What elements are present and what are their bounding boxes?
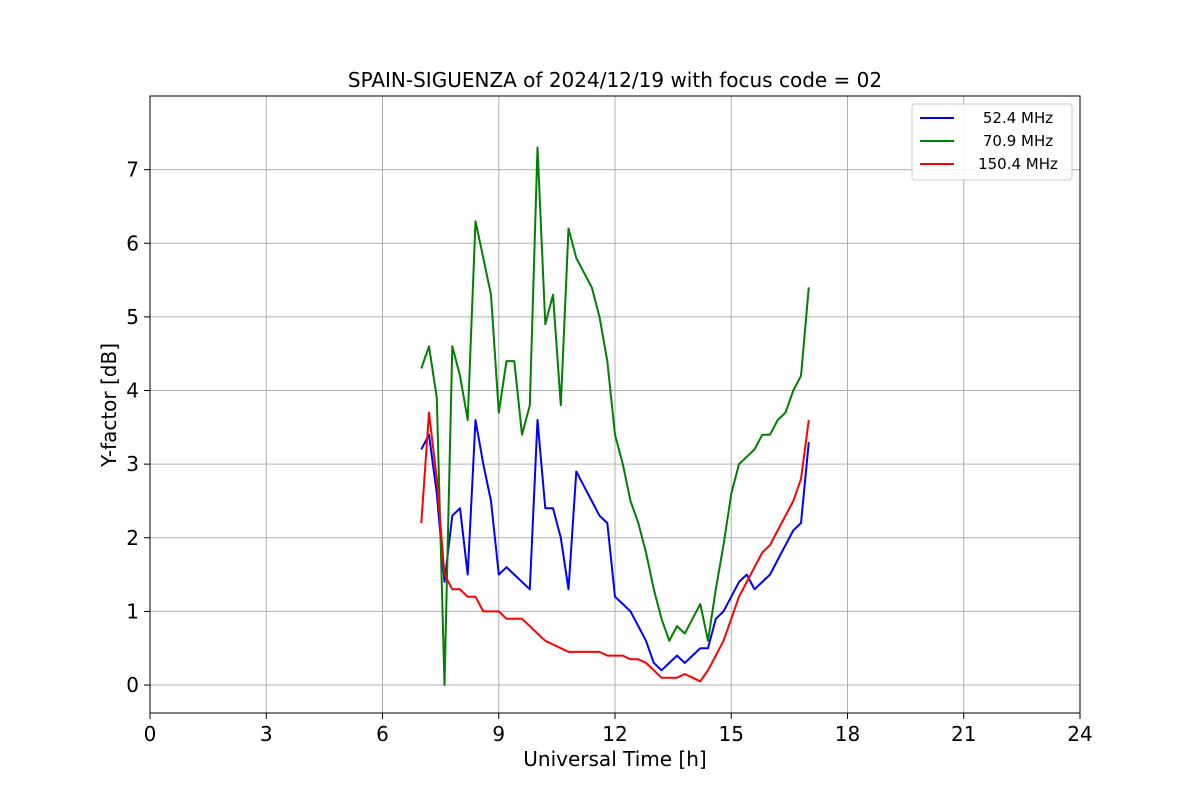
y-tick-label: 6 <box>126 231 139 255</box>
x-tick-label: 9 <box>492 722 505 746</box>
y-tick-label: 4 <box>126 379 139 403</box>
y-tick-label: 3 <box>126 452 139 476</box>
legend-label: 70.9 MHz <box>983 132 1053 150</box>
series-line-1 <box>420 146 810 686</box>
y-tick-label: 5 <box>126 305 139 329</box>
x-tick-label: 6 <box>376 722 389 746</box>
y-tick-label: 0 <box>126 673 139 697</box>
y-tick-label: 2 <box>126 526 139 550</box>
x-tick-label: 21 <box>951 722 976 746</box>
legend-label: 52.4 MHz <box>983 109 1053 127</box>
series-line-0 <box>420 419 810 672</box>
x-axis-label: Universal Time [h] <box>523 747 706 771</box>
x-tick-label: 12 <box>602 722 627 746</box>
x-tick-label: 18 <box>835 722 860 746</box>
series-layer <box>420 146 810 686</box>
legend-label: 150.4 MHz <box>978 155 1058 173</box>
y-axis-label: Y-factor [dB] <box>97 343 121 468</box>
x-tick-label: 0 <box>144 722 157 746</box>
y-tick-label: 7 <box>126 158 139 182</box>
chart-title: SPAIN-SIGUENZA of 2024/12/19 with focus … <box>348 68 882 92</box>
x-tick-label: 24 <box>1067 722 1092 746</box>
y-tick-label: 1 <box>126 599 139 623</box>
legend: 52.4 MHz 70.9 MHz 150.4 MHz <box>911 103 1073 181</box>
series-line-2 <box>420 411 810 683</box>
legend-box <box>911 103 1073 181</box>
x-tick-label: 3 <box>260 722 273 746</box>
x-tick-label: 15 <box>719 722 744 746</box>
